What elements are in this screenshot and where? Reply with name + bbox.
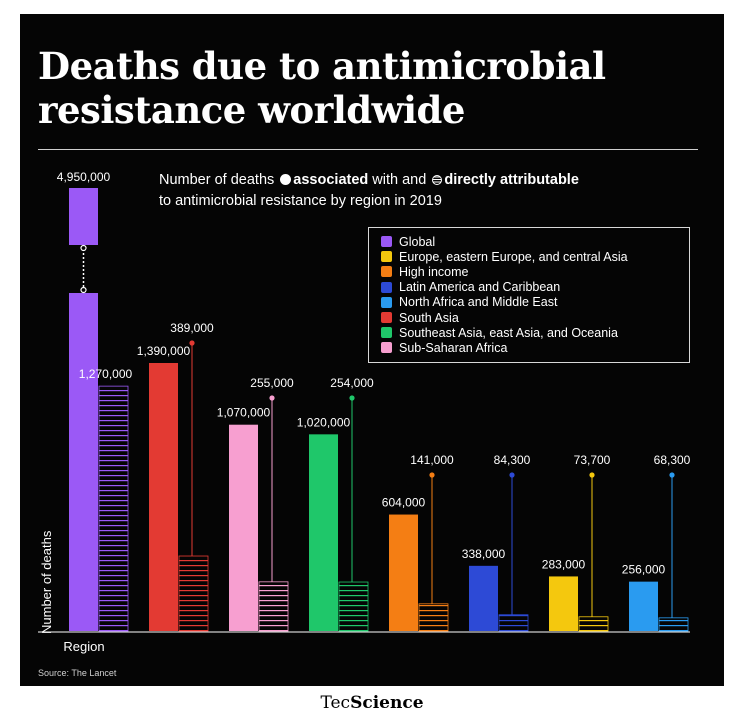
axis-break-dot (80, 244, 87, 252)
legend-swatch (381, 281, 392, 293)
brand-logo: TecScience (0, 693, 744, 713)
value-label-attributable: 389,000 (170, 321, 214, 335)
value-label-attributable: 254,000 (330, 376, 374, 390)
subtitle-prefix: Number of deaths (159, 172, 275, 188)
bar-associated-3 (309, 434, 338, 631)
attributable-dot (669, 472, 675, 478)
bar-attributable-1 (178, 555, 209, 632)
chart-subtitle: Number of deaths associated with and dir… (159, 170, 699, 212)
legend-item: South Asia (381, 310, 689, 325)
value-label-associated: 1,070,000 (217, 406, 271, 420)
value-label-associated: 4,950,000 (57, 170, 111, 184)
attributable-dot (349, 395, 355, 401)
value-label-associated: 338,000 (462, 547, 506, 561)
value-label-attributable: 141,000 (410, 453, 454, 467)
legend-item: Europe, eastern Europe, and central Asia (381, 249, 689, 264)
attributable-symbol-icon (432, 175, 443, 185)
associated-symbol-icon (280, 174, 292, 185)
bar-attributable-2 (258, 581, 289, 632)
legend-swatch (381, 327, 392, 339)
attributable-dot (429, 472, 435, 478)
value-label-attributable: 68,300 (654, 453, 691, 467)
bar-associated-0-lower (69, 293, 98, 631)
bar-attributable-3 (338, 581, 369, 632)
legend-label: Sub-Saharan Africa (399, 340, 508, 355)
legend: Global Europe, eastern Europe, and centra… (368, 227, 690, 363)
brand-part1: Tec (320, 693, 351, 713)
legend-label: High income (399, 264, 469, 279)
bar-associated-4 (389, 514, 418, 631)
value-label-attributable: 84,300 (494, 453, 531, 467)
value-label-associated: 604,000 (382, 496, 426, 510)
subtitle-attributable: directly attributable (444, 172, 579, 188)
subtitle-middle: with and (372, 172, 427, 188)
bar-attributable-6 (578, 616, 609, 632)
bar-associated-2 (229, 424, 258, 631)
axis-break-dot (80, 286, 87, 294)
brand-part2: Science (350, 693, 424, 713)
bar-associated-1 (149, 363, 178, 631)
bar-attributable-5 (498, 614, 529, 632)
source-note: Source: The Lancet (38, 668, 117, 678)
legend-swatch (381, 251, 392, 263)
value-label-associated: 1,390,000 (137, 344, 191, 358)
value-label-attributable: 73,700 (574, 453, 611, 467)
chart-title: Deaths due to antimicrobial resistance w… (38, 44, 606, 132)
attributable-dot (189, 340, 195, 346)
attributable-dot (509, 472, 515, 478)
legend-label: Southeast Asia, east Asia, and Oceania (399, 325, 618, 340)
legend-label: Latin America and Caribbean (399, 280, 561, 295)
value-label-associated: 283,000 (542, 557, 586, 571)
legend-label: South Asia (399, 310, 459, 325)
bar-attributable-4 (418, 603, 449, 632)
value-label-attributable: 255,000 (250, 376, 294, 390)
legend-item: Global (381, 234, 689, 249)
legend-item: High income (381, 264, 689, 279)
legend-label: Global (399, 234, 436, 249)
subtitle-suffix: to antimicrobial resistance by region in… (159, 193, 442, 209)
legend-item: Sub-Saharan Africa (381, 340, 689, 355)
bar-attributable-7 (658, 617, 689, 632)
legend-swatch (381, 296, 392, 308)
attributable-dot (269, 395, 275, 401)
bar-associated-6 (549, 576, 578, 631)
legend-label: North Africa and Middle East (399, 295, 558, 310)
y-axis-label: Number of deaths (39, 530, 54, 634)
legend-swatch (381, 266, 392, 278)
value-label-attributable: 1,270,000 (79, 367, 133, 381)
legend-swatch (381, 236, 392, 248)
title-divider (38, 149, 698, 150)
subtitle-associated: associated (293, 172, 369, 188)
legend-item: North Africa and Middle East (381, 295, 689, 310)
value-label-associated: 256,000 (622, 563, 666, 577)
legend-swatch (381, 342, 392, 354)
chart-panel (20, 14, 724, 686)
legend-item: Southeast Asia, east Asia, and Oceania (381, 325, 689, 340)
bar-attributable-0 (98, 385, 129, 632)
legend-label: Europe, eastern Europe, and central Asia (399, 249, 628, 264)
legend-swatch (381, 312, 392, 324)
bar-associated-0 (69, 188, 98, 245)
x-axis-label: Region (63, 639, 104, 654)
bar-associated-5 (469, 565, 498, 631)
value-label-associated: 1,020,000 (297, 415, 351, 429)
bar-associated-7 (629, 581, 658, 631)
legend-item: Latin America and Caribbean (381, 280, 689, 295)
attributable-dot (589, 472, 595, 478)
